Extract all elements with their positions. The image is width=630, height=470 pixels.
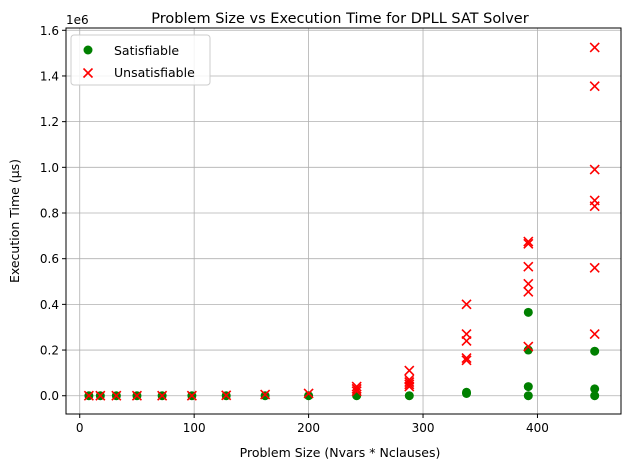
y-tick-label: 0.8 — [40, 207, 59, 221]
legend-label-satisfiable: Satisfiable — [114, 43, 179, 58]
y-tick-label: 1.4 — [40, 69, 59, 83]
y-tick-label: 0.4 — [40, 298, 59, 312]
unsatisfiable-point — [351, 381, 362, 392]
unsatisfiable-point — [260, 389, 271, 400]
unsatisfiable-point — [523, 238, 534, 249]
satisfiable-point — [523, 307, 533, 317]
unsatisfiable-point — [589, 42, 600, 53]
unsatisfiable-point — [589, 262, 600, 273]
unsatisfiable-point — [186, 390, 197, 401]
unsatisfiable-point — [83, 390, 94, 401]
satisfiable-point — [260, 391, 270, 401]
satisfiable-point — [590, 391, 600, 401]
y-tick-label: 1.2 — [40, 115, 59, 129]
unsatisfiable-point — [404, 379, 415, 390]
x-axis-ticks: 0 100 200 300 400 — [76, 414, 549, 435]
y-tick-label: 1.0 — [40, 161, 59, 175]
unsatisfiable-point — [523, 236, 534, 247]
y-tick-label: 0.0 — [40, 389, 59, 403]
y-tick-label: 0.2 — [40, 344, 59, 358]
x-tick-label: 200 — [297, 421, 320, 435]
legend: Satisfiable Unsatisfiable — [70, 34, 211, 86]
unsatisfiable-point — [404, 365, 415, 376]
data-points — [83, 42, 600, 401]
unsatisfiable-point — [111, 390, 122, 401]
unsatisfiable-point — [523, 261, 534, 272]
unsatisfiable-point — [461, 352, 472, 364]
unsatisfiable-point — [221, 390, 232, 401]
y-axis-label: Execution Time (µs) — [7, 159, 22, 283]
plot-area-frame — [65, 27, 622, 415]
unsatisfiable-point — [95, 390, 106, 401]
unsatisfiable-point — [131, 390, 143, 401]
unsatisfiable-point — [351, 383, 362, 394]
unsatisfiable-point — [523, 341, 534, 352]
y-axis-ticks: 0.0 0.2 0.4 0.6 0.8 1.0 1.2 1.4 1.6 — [40, 24, 66, 403]
unsatisfiable-point — [589, 328, 600, 340]
unsatisfiable-point — [351, 386, 362, 397]
series-unsatisfiable — [83, 42, 600, 401]
series-satisfiable — [84, 307, 600, 401]
y-tick-label: 1.6 — [40, 24, 59, 38]
unsatisfiable-point — [523, 278, 534, 289]
x-tick-label: 100 — [183, 421, 206, 435]
unsatisfiable-point — [461, 355, 472, 366]
unsatisfiable-point — [404, 374, 415, 385]
legend-label-unsatisfiable: Unsatisfiable — [114, 65, 195, 80]
legend-marker-unsatisfiable — [82, 67, 94, 79]
satisfiable-point — [590, 346, 600, 356]
satisfiable-point — [523, 391, 533, 401]
chart-title: Problem Size vs Execution Time for DPLL … — [151, 11, 528, 27]
unsatisfiable-point — [404, 376, 415, 388]
unsatisfiable-point — [461, 299, 472, 310]
unsatisfiable-point — [589, 81, 600, 92]
x-tick-label: 0 — [76, 421, 84, 435]
unsatisfiable-point — [589, 164, 600, 175]
satisfiable-point — [404, 391, 414, 401]
x-tick-label: 300 — [412, 421, 435, 435]
satisfiable-point — [304, 391, 314, 401]
satisfiable-point — [523, 382, 533, 392]
unsatisfiable-point — [523, 286, 534, 297]
unsatisfiable-point — [303, 388, 314, 399]
unsatisfiable-point — [461, 328, 472, 340]
satisfiable-point — [462, 387, 472, 397]
legend-box — [70, 34, 211, 86]
satisfiable-point — [590, 384, 600, 394]
x-axis-label: Problem Size (Nvars * Nclauses) — [240, 445, 441, 460]
grid-lines — [66, 28, 621, 414]
unsatisfiable-point — [157, 390, 168, 401]
y-axis-multiplier: 1e6 — [66, 13, 89, 27]
x-tick-label: 400 — [526, 421, 549, 435]
y-tick-label: 0.6 — [40, 252, 59, 266]
legend-marker-satisfiable — [83, 45, 93, 55]
unsatisfiable-point — [589, 195, 600, 206]
